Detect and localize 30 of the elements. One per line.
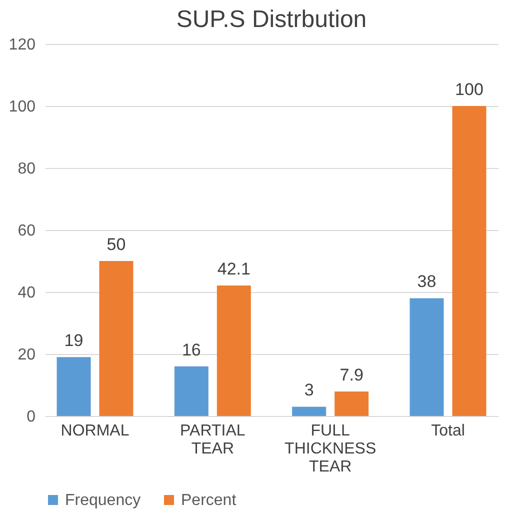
bar: [410, 298, 444, 416]
data-label: 42.1: [217, 259, 250, 278]
legend-label: Percent: [181, 492, 237, 509]
y-tick-label: 20: [18, 346, 36, 364]
x-tick-label: FULL THICKNESS TEAR: [284, 422, 376, 476]
chart-title: SUP.S Distrbution: [176, 6, 367, 33]
y-tick-label: 0: [26, 408, 36, 426]
data-label: 7.9: [340, 366, 364, 385]
data-label: 16: [182, 340, 201, 360]
bar: [56, 357, 91, 416]
y-tick-label: 40: [18, 284, 36, 302]
bar: [99, 261, 134, 416]
data-label: 3: [304, 380, 314, 400]
data-label: 19: [64, 331, 84, 350]
y-tick-label: 80: [18, 160, 36, 178]
x-tick-label: PARTIAL TEAR: [180, 422, 246, 458]
bar: [174, 366, 208, 416]
bar: [216, 285, 251, 416]
bar: [334, 392, 369, 416]
x-tick-label: Total: [431, 422, 465, 440]
data-label: 38: [417, 272, 436, 292]
data-label: 50: [106, 235, 126, 254]
y-tick-label: 100: [8, 98, 36, 116]
x-tick-label: NORMAL: [60, 422, 130, 440]
bar: [452, 106, 486, 416]
legend-label: Frequency: [65, 492, 141, 509]
y-tick-label: 60: [18, 222, 36, 240]
y-tick-label: 120: [8, 36, 36, 54]
data-label: 100: [455, 80, 484, 99]
bar: [292, 406, 326, 416]
